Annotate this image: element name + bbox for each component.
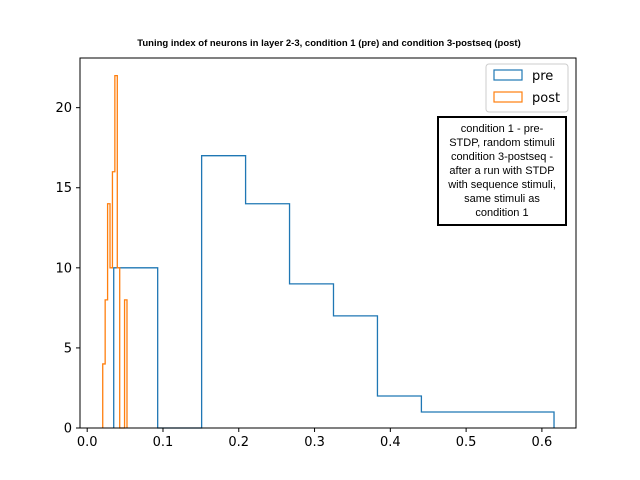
annotation-line: STDP, random stimuli: [449, 137, 555, 149]
x-tick-label: 0.4: [380, 435, 401, 450]
annotation-line: condition 1: [475, 207, 528, 219]
x-tick-label: 0.6: [532, 435, 553, 450]
y-tick-label: 10: [55, 261, 72, 276]
annotation-line: with sequence stimuli,: [447, 179, 556, 191]
legend-box: [485, 63, 569, 113]
legend: pre post: [485, 63, 569, 113]
annotation-line: condition 3-postseq -: [451, 151, 553, 163]
x-tick-label: 0.2: [228, 435, 249, 450]
y-tick-label: 20: [55, 101, 72, 116]
annotation-box: condition 1 - pre- STDP, random stimuli …: [437, 116, 567, 226]
y-tick-label: 0: [64, 422, 72, 437]
legend-swatch-pre: [493, 69, 523, 81]
x-tick-label: 0.0: [77, 435, 98, 450]
y-tick-label: 5: [64, 341, 72, 356]
annotation-line: same stimuli as: [464, 193, 540, 205]
x-tick-label: 0.3: [304, 435, 325, 450]
legend-swatch-post: [493, 91, 523, 103]
annotation-frame: [437, 116, 567, 226]
y-tick-label: 15: [55, 181, 72, 196]
y-axis: 0 5 10 15 20: [55, 101, 80, 437]
chart-title: Tuning index of neurons in layer 2-3, co…: [137, 38, 521, 49]
x-axis: 0.0 0.1 0.2 0.3 0.4 0.5 0.6: [77, 428, 552, 450]
annotation-line: after a run with STDP: [449, 165, 554, 177]
x-tick-label: 0.5: [456, 435, 477, 450]
legend-label-post: post: [532, 91, 560, 106]
legend-label-pre: pre: [532, 69, 553, 84]
plot-frame: [79, 57, 577, 429]
x-tick-label: 0.1: [153, 435, 174, 450]
annotation-line: condition 1 - pre-: [461, 123, 544, 135]
